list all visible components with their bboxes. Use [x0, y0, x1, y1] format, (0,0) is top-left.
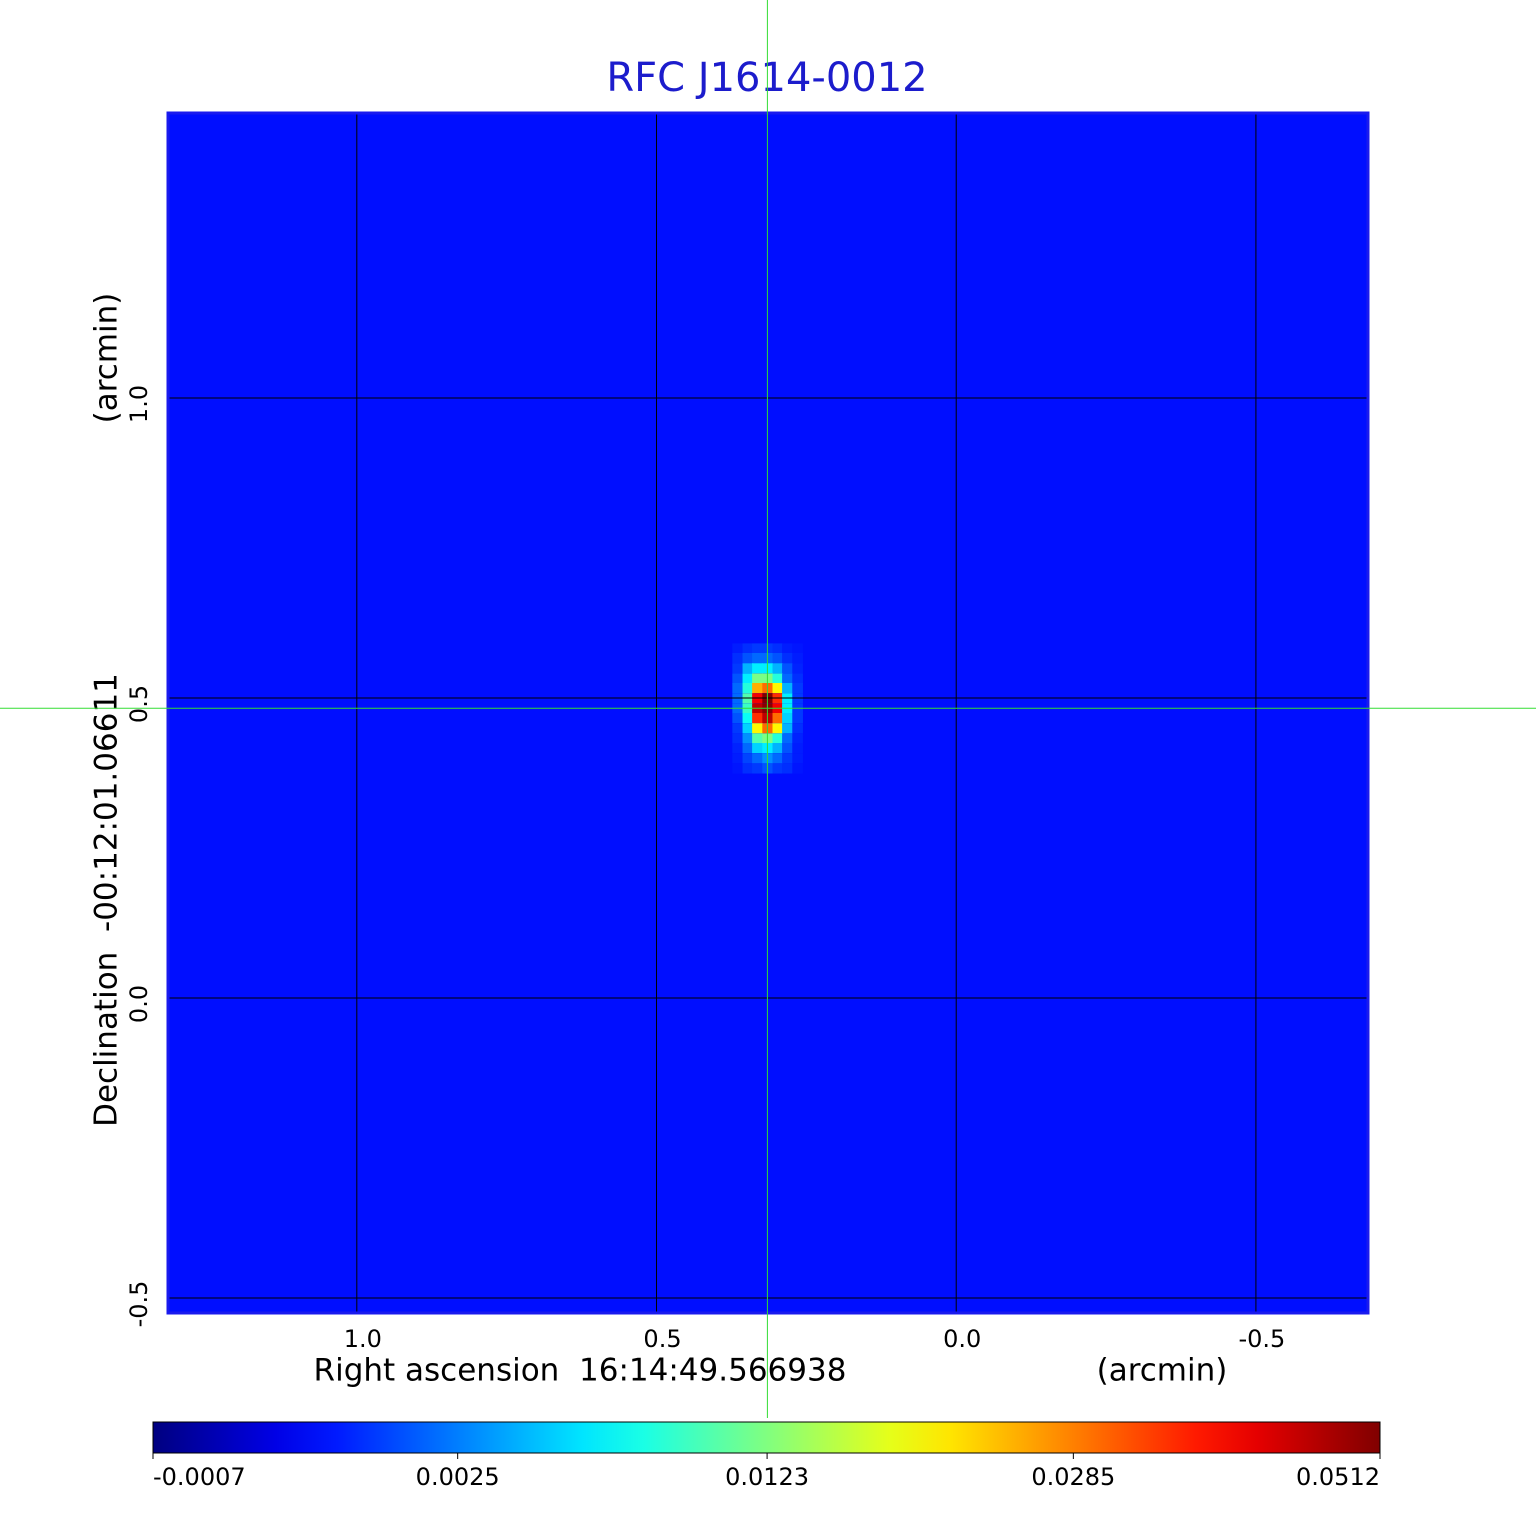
heatmap-cell — [772, 723, 784, 734]
x-tick-label: -0.5 — [1238, 1325, 1285, 1353]
plot-frame — [166, 111, 1370, 1315]
heatmap-cell — [732, 743, 744, 754]
heatmap-cell — [752, 743, 763, 754]
heatmap-cell — [772, 653, 784, 664]
x-tick-label: 0.0 — [943, 1325, 981, 1353]
heatmap-cell — [772, 733, 784, 744]
y-tick-label: -0.5 — [125, 1281, 153, 1328]
heatmap-cell — [752, 673, 763, 684]
heatmap-cell — [792, 733, 803, 744]
heatmap-cell — [752, 653, 763, 664]
heatmap-cell — [792, 763, 803, 774]
heatmap-cell — [782, 663, 793, 674]
heatmap-cell — [782, 643, 793, 654]
heatmap-cell — [792, 723, 803, 734]
colorbar-tick-label: 0.0123 — [725, 1463, 809, 1491]
heatmap-cell — [752, 733, 763, 744]
heatmap-cell — [752, 683, 763, 694]
y-tick-label: 0.5 — [125, 685, 153, 723]
x-tick-label: 0.5 — [643, 1325, 681, 1353]
heatmap-cell — [782, 673, 793, 684]
heatmap-cell — [772, 743, 784, 754]
heatmap-cell — [752, 763, 763, 774]
heatmap-cell — [772, 763, 784, 774]
heatmap-cell — [792, 643, 803, 654]
heatmap-cell — [732, 683, 744, 694]
x-tick-label: 1.0 — [344, 1325, 382, 1353]
heatmap-cell — [742, 663, 754, 674]
heatmap-cell — [792, 653, 803, 664]
y-axis-unit: (arcmin) — [89, 293, 125, 424]
heatmap-cell — [792, 713, 803, 724]
heatmap-cell — [732, 753, 744, 764]
x-axis-label: Right ascension 16:14:49.566938 — [314, 1353, 847, 1389]
heatmap-cell — [732, 643, 744, 654]
x-axis-unit: (arcmin) — [1097, 1353, 1228, 1389]
heatmap-cell — [742, 683, 754, 694]
heatmap-cell — [742, 743, 754, 754]
heatmap-cell — [772, 713, 784, 724]
heatmap-cell — [752, 643, 763, 654]
y-axis-label: Declination -00:12:01.06611 — [89, 673, 125, 1127]
heatmap-cell — [772, 673, 784, 684]
heatmap-cell — [792, 753, 803, 764]
heatmap-cell — [782, 743, 793, 754]
heatmap-cell — [752, 713, 763, 724]
heatmap-cell — [742, 653, 754, 664]
heatmap-cell — [752, 723, 763, 734]
heatmap-cell — [732, 673, 744, 684]
y-tick-label: 1.0 — [125, 385, 153, 423]
heatmap-cell — [772, 663, 784, 674]
heatmap-cell — [732, 713, 744, 724]
heatmap-cell — [782, 733, 793, 744]
heatmap-cell — [732, 653, 744, 664]
heatmap-cell — [732, 763, 744, 774]
heatmap-cell — [752, 663, 763, 674]
heatmap-cell — [772, 683, 784, 694]
colorbar-tick-label: 0.0285 — [1031, 1463, 1115, 1491]
heatmap-cell — [782, 753, 793, 764]
heatmap-cell — [792, 663, 803, 674]
heatmap-cell — [792, 683, 803, 694]
heatmap-cell — [732, 663, 744, 674]
heatmap-cell — [752, 753, 763, 764]
heatmap-cell — [792, 743, 803, 754]
y-tick-label: 0.0 — [125, 985, 153, 1023]
heatmap-cell — [772, 643, 784, 654]
heatmap-cell — [782, 653, 793, 664]
heatmap-cell — [782, 683, 793, 694]
colorbar-tick-label: 0.0025 — [416, 1463, 500, 1491]
heatmap-cell — [782, 723, 793, 734]
heatmap-cell — [742, 753, 754, 764]
colorbar-tick-label: 0.0512 — [1296, 1463, 1380, 1491]
heatmap-cell — [732, 733, 744, 744]
heatmap-cell — [742, 763, 754, 774]
heatmap-cell — [742, 713, 754, 724]
heatmap-cell — [742, 673, 754, 684]
colorbar-tick-label: -0.0007 — [153, 1463, 246, 1491]
heatmap-cell — [732, 723, 744, 734]
heatmap-cell — [742, 733, 754, 744]
colorbar — [152, 1421, 1381, 1454]
heatmap-cell — [772, 753, 784, 764]
heatmap-cell — [782, 763, 793, 774]
heatmap-cell — [792, 673, 803, 684]
heatmap-cell — [742, 643, 754, 654]
heatmap-cell — [742, 723, 754, 734]
heatmap-cell — [782, 713, 793, 724]
